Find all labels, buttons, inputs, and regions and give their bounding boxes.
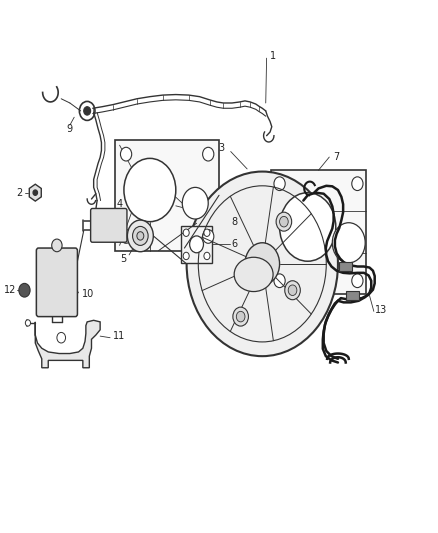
Text: 5: 5 [120,254,126,264]
FancyBboxPatch shape [346,292,359,300]
Circle shape [19,284,30,297]
Circle shape [187,172,338,356]
Text: 4: 4 [117,199,123,209]
Circle shape [203,147,214,161]
Circle shape [25,320,31,326]
Circle shape [352,177,363,191]
Circle shape [120,230,132,243]
FancyBboxPatch shape [91,208,127,242]
Circle shape [285,281,300,300]
Circle shape [332,223,365,263]
Text: 12: 12 [4,285,17,295]
Circle shape [124,158,176,222]
Circle shape [120,147,132,161]
Circle shape [52,239,62,252]
Circle shape [127,220,153,252]
Circle shape [279,192,336,261]
Circle shape [84,107,91,115]
FancyBboxPatch shape [339,262,352,271]
Circle shape [352,274,363,288]
Circle shape [57,333,66,343]
Ellipse shape [234,257,273,292]
Text: 10: 10 [82,289,95,299]
Circle shape [237,311,245,322]
Circle shape [288,285,297,295]
Circle shape [33,190,37,195]
Circle shape [203,230,214,243]
Text: 6: 6 [231,239,237,249]
Circle shape [137,232,144,240]
Circle shape [183,252,189,260]
Circle shape [190,236,204,253]
Circle shape [182,188,208,219]
FancyBboxPatch shape [271,170,366,294]
Text: 9: 9 [67,124,73,134]
FancyBboxPatch shape [115,140,219,251]
Circle shape [233,307,248,326]
Circle shape [204,252,210,260]
Circle shape [276,212,292,231]
Circle shape [245,243,279,285]
FancyBboxPatch shape [36,248,78,317]
Text: 7: 7 [333,152,340,162]
Text: 1: 1 [270,51,276,61]
Circle shape [274,274,285,288]
Polygon shape [29,184,41,201]
Circle shape [279,216,288,227]
Circle shape [133,227,148,245]
Text: 2: 2 [16,188,22,198]
Polygon shape [35,320,100,368]
Circle shape [183,229,189,237]
Text: 11: 11 [113,331,125,341]
FancyBboxPatch shape [181,226,212,263]
Text: 8: 8 [231,217,237,227]
Circle shape [274,177,285,191]
Circle shape [204,229,210,237]
Text: 13: 13 [375,305,387,315]
Text: 3: 3 [218,143,224,153]
